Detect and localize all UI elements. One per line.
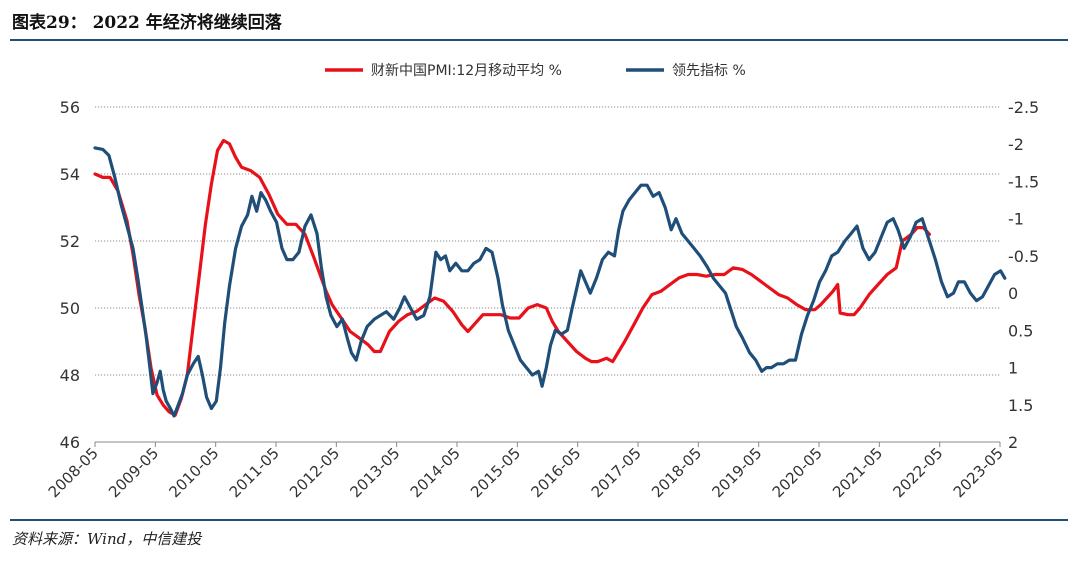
x-tick-label: 2017-05 bbox=[588, 444, 645, 501]
source-note: 资料来源：Wind，中信建投 bbox=[12, 530, 202, 548]
x-tick-label: 2013-05 bbox=[346, 444, 403, 501]
x-tick-label: 2016-05 bbox=[527, 444, 584, 501]
series-line-0 bbox=[93, 138, 931, 417]
right-tick-label: 2 bbox=[1008, 433, 1018, 452]
x-tick-label: 2014-05 bbox=[407, 444, 464, 501]
right-tick-label: -2.5 bbox=[1008, 98, 1039, 117]
x-tick-label: 2015-05 bbox=[467, 444, 524, 501]
right-tick-label: -2 bbox=[1008, 135, 1024, 154]
left-tick-label: 48 bbox=[60, 366, 80, 385]
left-tick-label: 50 bbox=[60, 299, 80, 318]
series-layer bbox=[93, 138, 1007, 418]
right-axis-ticks: -2.5 -2 -1.5 -1 -0.5 0 0.5 1 1.5 2 bbox=[1008, 98, 1039, 452]
x-tick-label: 2021-05 bbox=[829, 444, 886, 501]
x-tick-label: 2009-05 bbox=[105, 444, 162, 501]
bottom-rule bbox=[10, 519, 1068, 521]
top-rule bbox=[10, 39, 1068, 41]
series-line-1 bbox=[93, 146, 1007, 418]
right-tick-label: 0 bbox=[1008, 284, 1018, 303]
left-tick-label: 54 bbox=[60, 165, 80, 184]
right-tick-label: -1 bbox=[1008, 210, 1024, 229]
right-tick-label: 1.5 bbox=[1008, 396, 1033, 415]
x-tick-label: 2023-05 bbox=[950, 444, 1007, 501]
left-axis-ticks: 56 54 52 50 48 46 bbox=[60, 98, 80, 452]
x-axis-ticks: 2008-05 2009-05 2010-05 2011-05 2012-05 2013-… bbox=[45, 441, 1007, 501]
right-tick-label: -1.5 bbox=[1008, 172, 1039, 191]
x-tick-label: 2020-05 bbox=[769, 444, 826, 501]
x-tick-label: 2012-05 bbox=[286, 444, 343, 501]
x-tick-label: 2018-05 bbox=[648, 444, 705, 501]
x-tick-label: 2011-05 bbox=[226, 444, 283, 501]
x-tick-label: 2019-05 bbox=[708, 444, 765, 501]
legend-label-0: 财新中国PMI:12月移动平均 % bbox=[371, 63, 562, 79]
x-tick-label: 2008-05 bbox=[45, 444, 102, 501]
right-tick-label: -0.5 bbox=[1008, 247, 1039, 266]
left-tick-label: 52 bbox=[60, 232, 80, 251]
left-tick-label: 46 bbox=[60, 433, 80, 452]
left-tick-label: 56 bbox=[60, 98, 80, 117]
x-tick-label: 2022-05 bbox=[889, 444, 946, 501]
legend-label-1: 领先指标 % bbox=[672, 63, 746, 79]
figure-title: 图表29： 2022 年经济将继续回落 bbox=[12, 13, 282, 33]
right-tick-label: 0.5 bbox=[1008, 321, 1033, 340]
x-tick-label: 2010-05 bbox=[165, 444, 222, 501]
right-tick-label: 1 bbox=[1008, 359, 1018, 378]
legend: 财新中国PMI:12月移动平均 % 领先指标 % bbox=[325, 63, 746, 79]
